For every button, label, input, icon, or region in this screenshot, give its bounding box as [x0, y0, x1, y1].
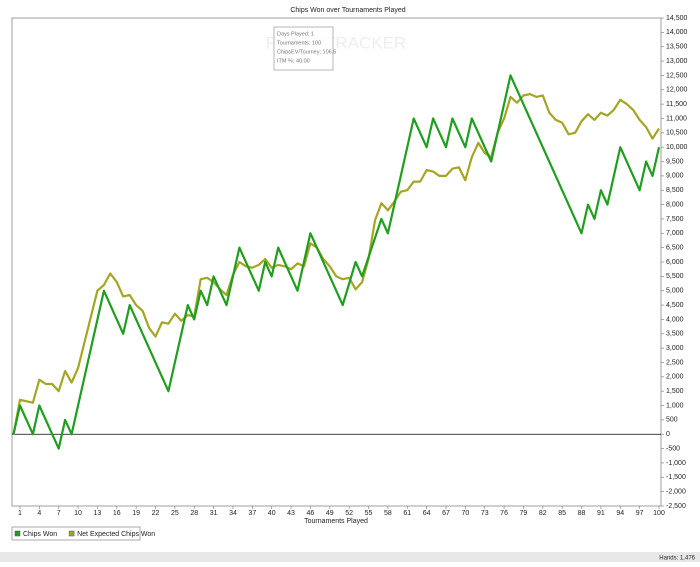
y-tick-label: 13,000: [666, 58, 688, 65]
y-tick-label: 3,500: [666, 331, 684, 338]
x-tick-label: 82: [539, 510, 547, 517]
x-tick-label: 1: [18, 510, 22, 517]
y-tick-label: 6,500: [666, 244, 684, 251]
x-tick-label: 28: [190, 510, 198, 517]
x-tick-label: 100: [653, 510, 665, 517]
x-tick-label: 40: [268, 510, 276, 517]
y-tick-label: 12,500: [666, 72, 688, 79]
x-tick-label: 22: [152, 510, 160, 517]
legend-swatch: [68, 530, 75, 537]
y-tick-label: 4,500: [666, 302, 684, 309]
y-tick-label: 11,000: [666, 115, 687, 122]
tooltip-box: [273, 26, 334, 71]
y-tick-label: 500: [666, 417, 678, 424]
x-tick-label: 91: [597, 510, 605, 517]
legend-box: [11, 526, 141, 541]
x-tick-label: 70: [461, 510, 469, 517]
y-tick-label: 2,500: [666, 359, 684, 366]
y-tick-label: 5,000: [666, 288, 684, 295]
y-tick-label: -2,000: [666, 488, 686, 495]
x-tick-label: 94: [616, 510, 624, 517]
x-tick-label: 55: [365, 510, 373, 517]
x-tick-label: 61: [403, 510, 411, 517]
y-tick-label: 1,500: [666, 388, 684, 395]
x-tick-label: 49: [326, 510, 334, 517]
y-tick-label: 10,500: [666, 130, 688, 137]
x-tick-label: 79: [520, 510, 528, 517]
y-tick-label: 0: [666, 431, 670, 438]
y-tick-label: -1,000: [666, 460, 686, 467]
y-tick-label: 3,000: [666, 345, 684, 352]
y-tick-label: -500: [666, 445, 680, 452]
y-tick-label: 7,500: [666, 216, 684, 223]
series-line: [12, 93, 660, 435]
x-tick-label: 19: [132, 510, 140, 517]
x-tick-label: 7: [57, 510, 61, 517]
y-tick-label: 12,000: [666, 87, 688, 94]
legend-label: Chips Won: [23, 531, 57, 538]
tooltip-line: ITM %: 40.00: [277, 58, 310, 64]
x-tick-label: 25: [171, 510, 179, 517]
y-tick-label: 13,500: [666, 44, 688, 51]
legend-swatch: [14, 530, 21, 537]
y-tick-label: 6,000: [666, 259, 684, 266]
y-tick-label: 8,000: [666, 201, 684, 208]
y-tick-label: 9,500: [666, 158, 684, 165]
y-tick-label: 4,000: [666, 316, 684, 323]
x-axis-title: Tournaments Played: [304, 518, 368, 525]
y-tick-label: 2,000: [666, 374, 684, 381]
legend-label: Net Expected Chips Won: [77, 531, 155, 538]
y-tick-label: -2,500: [666, 503, 686, 510]
tooltip-line: Days Played: 1: [277, 31, 314, 37]
x-tick-label: 10: [74, 510, 82, 517]
x-tick-label: 97: [636, 510, 644, 517]
y-tick-label: -1,500: [666, 474, 686, 481]
x-tick-label: 73: [481, 510, 489, 517]
x-tick-label: 37: [248, 510, 256, 517]
x-tick-label: 58: [384, 510, 392, 517]
y-tick-label: 1,000: [666, 402, 684, 409]
y-tick-label: 7,000: [666, 230, 684, 237]
x-tick-label: 46: [307, 510, 315, 517]
y-tick-label: 11,500: [666, 101, 687, 108]
series-line: [12, 74, 661, 450]
x-tick-label: 34: [229, 510, 237, 517]
x-tick-label: 64: [423, 510, 431, 517]
y-tick-label: 10,000: [666, 144, 688, 151]
x-tick-label: 52: [345, 510, 353, 517]
x-tick-label: 76: [500, 510, 508, 517]
tooltip-line: Tournaments: 100: [277, 40, 321, 46]
x-tick-label: 85: [558, 510, 566, 517]
tooltip-line: ChipsEV/Tourney: 106.5: [277, 49, 336, 55]
y-tick-label: 14,000: [666, 29, 688, 36]
x-tick-label: 16: [113, 510, 121, 517]
y-tick-label: 8,500: [666, 187, 684, 194]
x-tick-label: 67: [442, 510, 450, 517]
x-tick-label: 13: [94, 510, 102, 517]
y-tick-label: 14,500: [666, 15, 688, 22]
x-tick-label: 43: [287, 510, 295, 517]
y-tick-label: 9,000: [666, 173, 684, 180]
x-tick-label: 4: [37, 510, 41, 517]
status-text: Hands: 1,476: [659, 556, 695, 562]
y-tick-label: 5,500: [666, 273, 684, 280]
x-tick-label: 88: [578, 510, 586, 517]
status-bar: [0, 552, 700, 562]
chart-title: Chips Won over Tournaments Played: [290, 7, 405, 14]
x-tick-label: 31: [210, 510, 218, 517]
